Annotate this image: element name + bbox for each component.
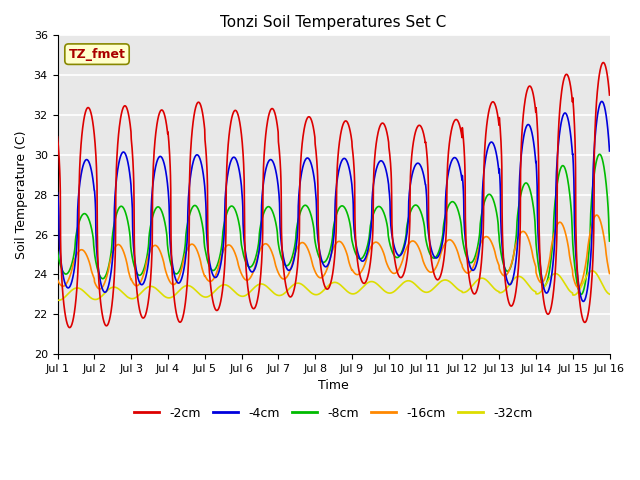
Legend: -2cm, -4cm, -8cm, -16cm, -32cm: -2cm, -4cm, -8cm, -16cm, -32cm — [129, 402, 538, 425]
X-axis label: Time: Time — [318, 379, 349, 392]
Text: TZ_fmet: TZ_fmet — [68, 48, 125, 60]
Title: Tonzi Soil Temperatures Set C: Tonzi Soil Temperatures Set C — [220, 15, 447, 30]
Y-axis label: Soil Temperature (C): Soil Temperature (C) — [15, 131, 28, 259]
